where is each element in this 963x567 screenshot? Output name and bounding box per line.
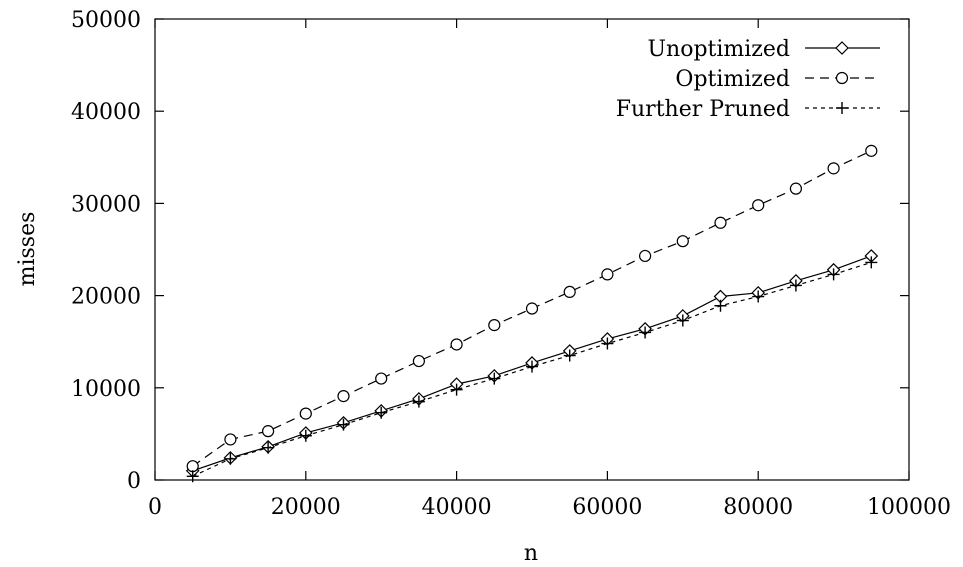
x-tick-label: 0: [148, 495, 162, 520]
y-tick-label: 30000: [71, 192, 141, 217]
plus-marker: [526, 360, 538, 373]
x-axis-label: n: [524, 541, 538, 566]
series-further-pruned: [186, 256, 878, 483]
circle-marker: [714, 216, 727, 229]
legend-label: Unoptimized: [647, 37, 790, 62]
plus-marker: [752, 290, 765, 303]
x-tick-label: 20000: [271, 495, 341, 520]
y-axis-label: misses: [15, 212, 40, 287]
circle-marker: [789, 182, 803, 195]
plus-marker: [262, 441, 275, 454]
plus-marker: [450, 383, 463, 396]
x-tick-label: 40000: [422, 495, 492, 520]
plus-marker: [186, 470, 199, 483]
circle-marker: [601, 268, 614, 281]
plus-marker: [224, 452, 237, 465]
circle-marker: [827, 162, 840, 175]
plus-marker: [639, 326, 652, 339]
diamond-marker: [835, 41, 849, 55]
x-tick-label: 80000: [723, 495, 793, 520]
plus-marker: [865, 256, 878, 269]
circle-marker: [752, 199, 765, 212]
circle-marker: [563, 285, 576, 299]
legend-entry: Unoptimized: [647, 37, 880, 62]
circle-marker: [412, 354, 425, 368]
plot-frame: [154, 18, 910, 481]
y-axis-ticks: 0 10000 20000 30000 40000 50000: [71, 8, 909, 494]
circle-marker: [488, 319, 501, 332]
plus-marker: [412, 395, 425, 408]
plus-marker: [714, 299, 727, 312]
circle-marker: [375, 372, 388, 385]
plus-marker: [601, 337, 614, 350]
y-tick-label: 50000: [71, 8, 141, 33]
y-tick-label: 40000: [71, 100, 141, 125]
y-tick-label: 10000: [71, 377, 141, 402]
circle-marker: [676, 235, 689, 248]
axes: [154, 18, 910, 481]
circle-marker: [525, 302, 539, 315]
circle-marker: [299, 407, 312, 420]
legend-label: Further Pruned: [616, 97, 790, 122]
x-axis-ticks: 0 20000 40000 60000 80000 100000: [148, 19, 951, 520]
circle-marker: [262, 425, 275, 438]
legend-entry: Further Pruned: [616, 97, 880, 122]
legend-entry: Optimized: [675, 67, 880, 92]
y-tick-label: 0: [127, 469, 141, 494]
plus-marker: [789, 279, 802, 292]
circle-marker: [186, 460, 199, 473]
circle-marker: [638, 249, 652, 263]
legend-label: Optimized: [675, 67, 790, 92]
circle-marker: [450, 338, 463, 351]
circle-marker: [337, 389, 350, 403]
circle-marker: [865, 144, 878, 157]
plus-marker: [836, 102, 848, 114]
circle-marker: [224, 433, 237, 446]
x-tick-label: 60000: [572, 495, 642, 520]
series-layer: [185, 144, 879, 483]
plus-marker: [375, 406, 388, 419]
plus-marker: [299, 429, 312, 442]
circle-marker: [835, 71, 849, 85]
plus-marker: [563, 349, 576, 362]
x-tick-label: 100000: [867, 495, 951, 520]
legend: Unoptimized Optimized Further Pruned: [616, 37, 880, 122]
plus-marker: [827, 268, 840, 281]
series-optimized: [186, 144, 878, 473]
plus-marker: [676, 314, 689, 327]
plus-marker: [488, 372, 501, 385]
y-tick-label: 20000: [71, 285, 141, 310]
plus-marker: [337, 418, 350, 431]
